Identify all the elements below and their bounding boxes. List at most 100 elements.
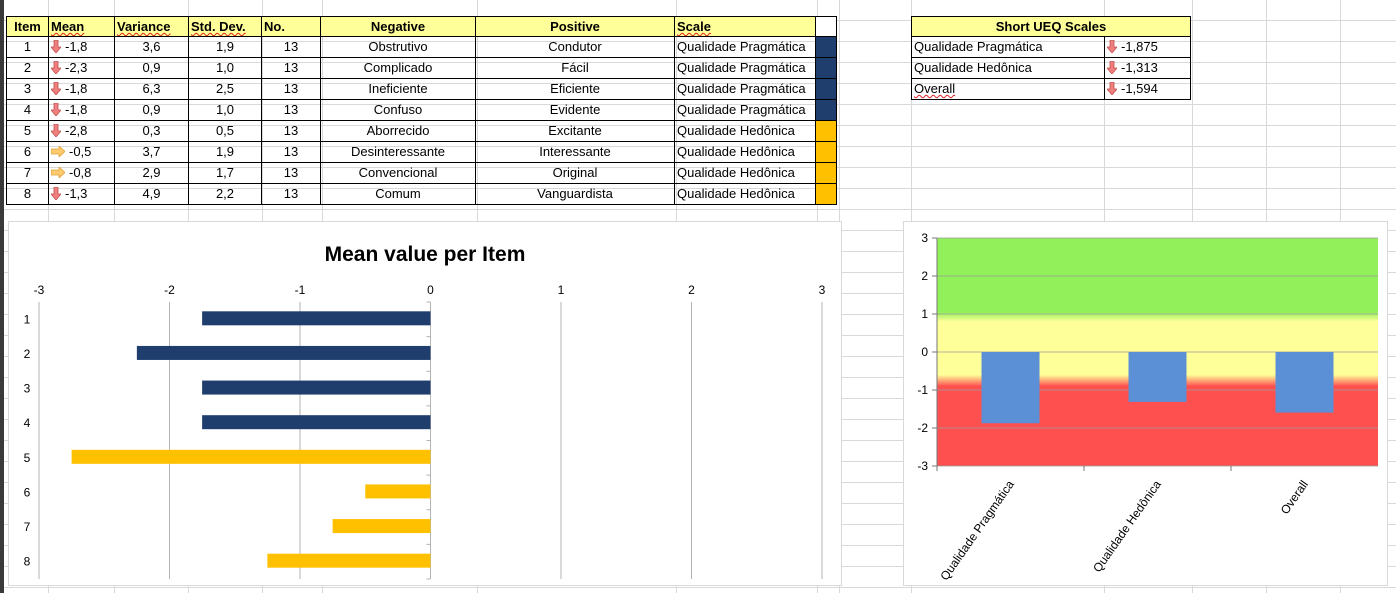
cell-scale[interactable]: Qualidade Pragmática <box>674 99 816 121</box>
cell-mean[interactable]: -1,3 <box>48 183 115 205</box>
short-scale-value[interactable]: -1,313 <box>1104 57 1191 79</box>
cell-positive[interactable]: Eficiente <box>475 78 675 100</box>
cell-mean[interactable]: -0,8 <box>48 162 115 184</box>
cell-negative[interactable]: Desinteressante <box>320 141 476 163</box>
header-positive[interactable]: Positive <box>475 16 675 37</box>
cell-no[interactable]: 13 <box>261 183 321 205</box>
short-scale-value[interactable]: -1,594 <box>1104 78 1191 100</box>
cell-variance[interactable]: 0,9 <box>114 57 189 79</box>
cell-scale-color[interactable] <box>815 99 837 121</box>
cell-negative[interactable]: Aborrecido <box>320 120 476 142</box>
cell-variance[interactable]: 0,9 <box>114 99 189 121</box>
scale-bar[interactable] <box>1275 352 1334 413</box>
cell-negative[interactable]: Complicado <box>320 57 476 79</box>
header-scale[interactable]: Scale <box>674 16 816 37</box>
short-scale-label[interactable]: Qualidade Hedônica <box>911 57 1105 79</box>
cell-no[interactable]: 13 <box>261 78 321 100</box>
cell-item[interactable]: 6 <box>6 141 49 163</box>
header-item[interactable]: Item <box>6 16 49 37</box>
header-mean[interactable]: Mean <box>48 16 115 37</box>
cell-std-dev[interactable]: 0,5 <box>188 120 262 142</box>
cell-mean[interactable]: -0,5 <box>48 141 115 163</box>
cell-no[interactable]: 13 <box>261 162 321 184</box>
cell-no[interactable]: 13 <box>261 57 321 79</box>
cell-no[interactable]: 13 <box>261 120 321 142</box>
cell-positive[interactable]: Vanguardista <box>475 183 675 205</box>
cell-item[interactable]: 2 <box>6 57 49 79</box>
cell-scale-color[interactable] <box>815 162 837 184</box>
short-scale-label[interactable]: Overall <box>911 78 1105 100</box>
header-std-dev[interactable]: Std. Dev. <box>188 16 262 37</box>
header-color-cell[interactable] <box>815 16 837 37</box>
cell-negative[interactable]: Comum <box>320 183 476 205</box>
cell-positive[interactable]: Condutor <box>475 36 675 58</box>
cell-no[interactable]: 13 <box>261 141 321 163</box>
bar-item-3[interactable] <box>202 380 431 395</box>
cell-negative[interactable]: Convencional <box>320 162 476 184</box>
cell-variance[interactable]: 0,3 <box>114 120 189 142</box>
cell-scale-color[interactable] <box>815 141 837 163</box>
cell-std-dev[interactable]: 2,2 <box>188 183 262 205</box>
bar-item-4[interactable] <box>202 415 431 430</box>
cell-mean[interactable]: -1,8 <box>48 78 115 100</box>
bar-item-7[interactable] <box>332 519 431 534</box>
cell-positive[interactable]: Evidente <box>475 99 675 121</box>
cell-item[interactable]: 5 <box>6 120 49 142</box>
cell-negative[interactable]: Confuso <box>320 99 476 121</box>
cell-negative[interactable]: Obstrutivo <box>320 36 476 58</box>
cell-std-dev[interactable]: 1,9 <box>188 36 262 58</box>
cell-variance[interactable]: 3,7 <box>114 141 189 163</box>
bar-item-1[interactable] <box>202 311 431 326</box>
short-scale-value[interactable]: -1,875 <box>1104 36 1191 58</box>
cell-positive[interactable]: Excitante <box>475 120 675 142</box>
scale-bar[interactable] <box>1128 352 1187 402</box>
bar-item-5[interactable] <box>71 449 431 464</box>
cell-scale[interactable]: Qualidade Hedônica <box>674 141 816 163</box>
short-scales-chart[interactable]: 3 2 1 0 -1 -2 -3 Qualidade Pragmática Qualidade … <box>903 221 1388 586</box>
cell-scale-color[interactable] <box>815 120 837 142</box>
cell-scale-color[interactable] <box>815 36 837 58</box>
header-variance[interactable]: Variance <box>114 16 189 37</box>
cell-variance[interactable]: 3,6 <box>114 36 189 58</box>
cell-item[interactable]: 1 <box>6 36 49 58</box>
cell-no[interactable]: 13 <box>261 99 321 121</box>
cell-scale[interactable]: Qualidade Hedônica <box>674 183 816 205</box>
short-scale-label[interactable]: Qualidade Pragmática <box>911 36 1105 58</box>
cell-scale-color[interactable] <box>815 183 837 205</box>
mean-per-item-chart[interactable]: Mean value per Item -3 -2 -1 0 1 2 3 1 2 3 4 5 6 7 8 <box>8 221 842 586</box>
cell-positive[interactable]: Interessante <box>475 141 675 163</box>
cell-std-dev[interactable]: 1,0 <box>188 57 262 79</box>
cell-mean[interactable]: -1,8 <box>48 36 115 58</box>
scale-bar[interactable] <box>981 352 1040 424</box>
cell-item[interactable]: 8 <box>6 183 49 205</box>
cell-positive[interactable]: Fácil <box>475 57 675 79</box>
cell-scale[interactable]: Qualidade Pragmática <box>674 57 816 79</box>
cell-mean[interactable]: -2,3 <box>48 57 115 79</box>
cell-variance[interactable]: 2,9 <box>114 162 189 184</box>
cell-std-dev[interactable]: 1,9 <box>188 141 262 163</box>
bar-item-6[interactable] <box>365 484 431 499</box>
cell-item[interactable]: 7 <box>6 162 49 184</box>
header-no[interactable]: No. <box>261 16 321 37</box>
cell-mean[interactable]: -2,8 <box>48 120 115 142</box>
cell-item[interactable]: 3 <box>6 78 49 100</box>
short-scales-title[interactable]: Short UEQ Scales <box>911 16 1191 37</box>
bar-item-8[interactable] <box>267 553 431 568</box>
cell-std-dev[interactable]: 2,5 <box>188 78 262 100</box>
cell-scale[interactable]: Qualidade Hedônica <box>674 162 816 184</box>
bar-item-2[interactable] <box>136 345 431 360</box>
cell-scale-color[interactable] <box>815 57 837 79</box>
cell-std-dev[interactable]: 1,0 <box>188 99 262 121</box>
cell-positive[interactable]: Original <box>475 162 675 184</box>
cell-scale[interactable]: Qualidade Pragmática <box>674 78 816 100</box>
cell-mean[interactable]: -1,8 <box>48 99 115 121</box>
header-negative[interactable]: Negative <box>320 16 476 37</box>
cell-scale[interactable]: Qualidade Hedônica <box>674 120 816 142</box>
cell-variance[interactable]: 4,9 <box>114 183 189 205</box>
cell-variance[interactable]: 6,3 <box>114 78 189 100</box>
cell-scale-color[interactable] <box>815 78 837 100</box>
cell-negative[interactable]: Ineficiente <box>320 78 476 100</box>
cell-scale[interactable]: Qualidade Pragmática <box>674 36 816 58</box>
cell-no[interactable]: 13 <box>261 36 321 58</box>
cell-item[interactable]: 4 <box>6 99 49 121</box>
